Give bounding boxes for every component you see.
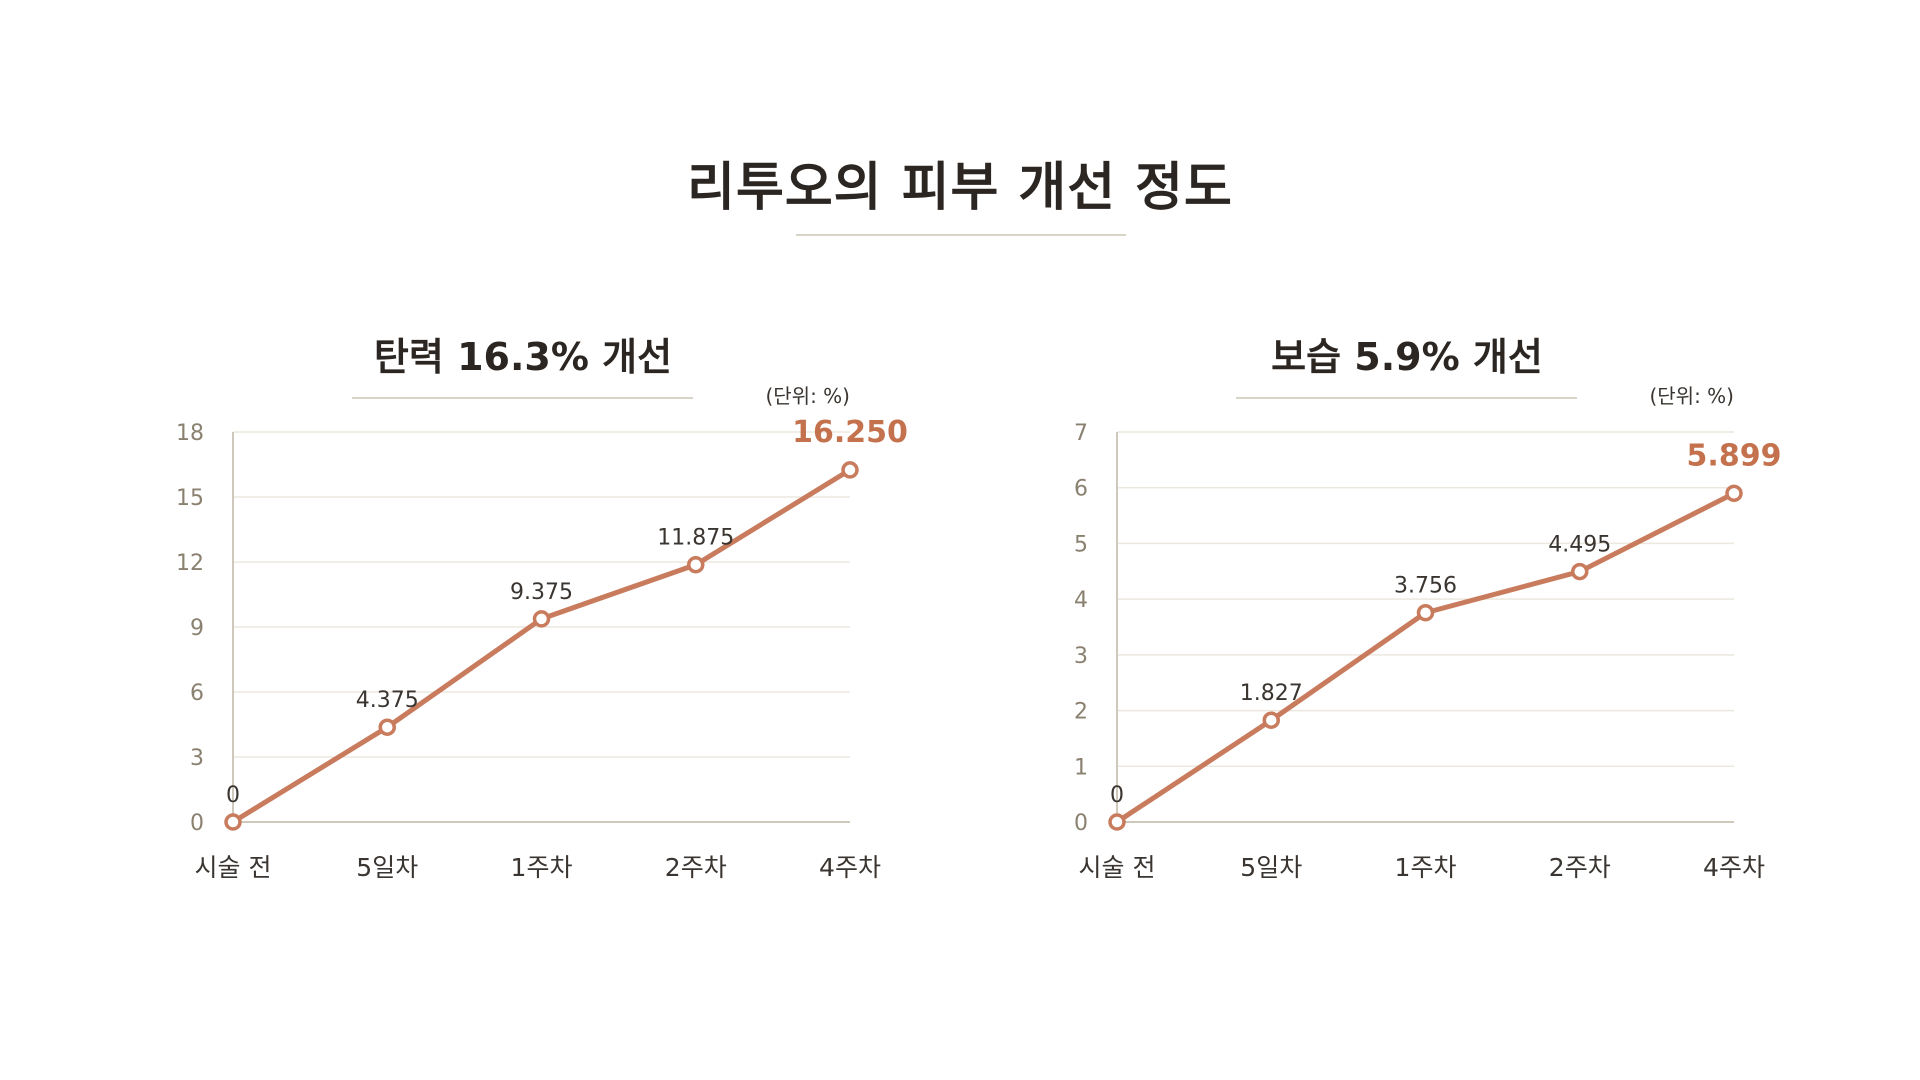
unit-label: (단위: %)	[1649, 384, 1734, 408]
y-tick-label: 15	[176, 486, 204, 511]
x-tick-label: 4주차	[819, 853, 881, 882]
series-line	[1114, 490, 1737, 825]
data-label: 0	[1110, 783, 1124, 808]
y-tick-label: 3	[190, 746, 204, 771]
data-point	[687, 555, 705, 574]
y-tick-label: 18	[176, 421, 204, 446]
series-line	[230, 467, 853, 825]
y-tick-label: 2	[1074, 700, 1088, 725]
x-tick-label: 2주차	[665, 853, 727, 882]
data-point	[1571, 562, 1589, 581]
y-tick-label: 6	[1074, 477, 1088, 502]
y-tick-label: 12	[176, 551, 204, 576]
data-point	[1416, 603, 1435, 622]
y-tick-label: 3	[1074, 644, 1088, 669]
data-label-final: 16.250	[792, 415, 908, 450]
y-tick-label: 7	[1074, 421, 1088, 446]
x-tick-label: 1주차	[511, 853, 573, 882]
unit-label: (단위: %)	[765, 384, 850, 408]
data-point	[224, 813, 242, 831]
data-label: 9.375	[510, 580, 573, 605]
data-label: 4.495	[1548, 533, 1611, 558]
y-tick-label: 0	[1074, 811, 1088, 836]
y-tick-label: 4	[1074, 588, 1088, 613]
data-label: 4.375	[356, 688, 419, 713]
data-point	[841, 461, 859, 479]
x-tick-label: 시술 전	[1079, 853, 1156, 882]
data-point	[532, 610, 551, 628]
page-title: 리투오의 피부 개선 정도	[687, 158, 1233, 218]
y-tick-label: 9	[190, 616, 204, 641]
x-tick-label: 5일차	[356, 853, 418, 882]
y-tick-label: 6	[190, 681, 204, 706]
x-tick-label: 1주차	[1395, 853, 1457, 882]
data-point	[378, 718, 396, 736]
data-label: 0	[226, 783, 240, 808]
y-tick-label: 0	[190, 811, 204, 836]
data-label-final: 5.899	[1687, 438, 1782, 473]
chart-title: 탄력 16.3% 개선	[374, 335, 672, 379]
data-label: 1.827	[1240, 681, 1303, 706]
x-tick-label: 2주차	[1549, 853, 1611, 882]
x-tick-label: 4주차	[1703, 853, 1765, 882]
title-divider	[796, 234, 1126, 236]
y-tick-label: 1	[1074, 755, 1088, 780]
y-tick-label: 5	[1074, 532, 1088, 557]
data-point	[1108, 813, 1126, 831]
data-label: 11.875	[657, 526, 734, 551]
chart-title: 보습 5.9% 개선	[1271, 335, 1543, 379]
x-tick-label: 시술 전	[195, 853, 272, 882]
data-point	[1262, 711, 1280, 729]
data-label: 3.756	[1394, 574, 1457, 599]
x-tick-label: 5일차	[1240, 853, 1302, 882]
data-point	[1725, 484, 1743, 503]
